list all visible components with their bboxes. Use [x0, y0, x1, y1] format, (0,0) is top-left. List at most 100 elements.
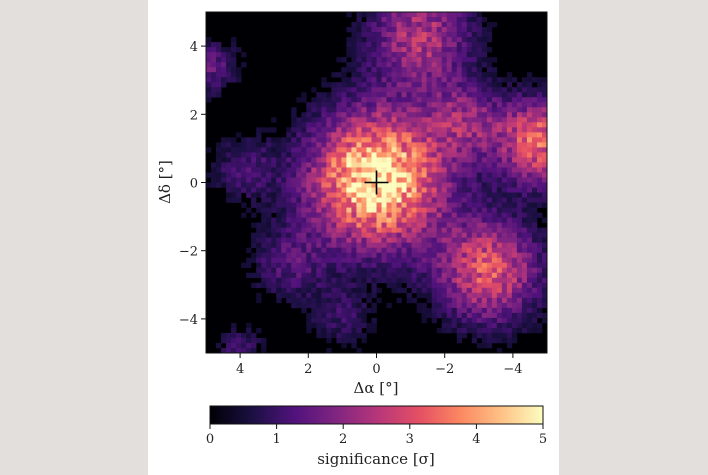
heatmap-cell	[226, 77, 232, 83]
heatmap-cell	[386, 202, 392, 208]
heatmap-cell	[536, 167, 543, 173]
heatmap-cell	[416, 167, 422, 173]
heatmap-cell	[271, 187, 277, 193]
heatmap-cell	[346, 322, 352, 329]
heatmap-cell	[436, 327, 442, 334]
heatmap-cell	[286, 187, 292, 193]
heatmap-cell	[441, 212, 447, 218]
heatmap-cell	[326, 347, 332, 353]
heatmap-cell	[281, 167, 287, 173]
heatmap-cell	[466, 92, 473, 98]
heatmap-cell	[446, 167, 453, 173]
heatmap-cell	[341, 202, 347, 208]
heatmap-cell	[396, 197, 402, 203]
heatmap-cell	[411, 267, 417, 274]
heatmap-cell	[491, 317, 498, 324]
heatmap-cell	[276, 252, 282, 259]
heatmap-cell	[256, 262, 262, 269]
heatmap-cell	[431, 47, 437, 53]
heatmap-cell	[506, 167, 513, 173]
heatmap-cell	[386, 272, 392, 279]
heatmap-cell	[436, 142, 442, 148]
heatmap-cell	[336, 162, 342, 168]
heatmap-cell	[306, 302, 312, 309]
heatmap-cell	[441, 27, 447, 33]
heatmap-cell	[436, 127, 442, 133]
heatmap-cell	[471, 252, 478, 259]
heatmap-cell	[231, 57, 237, 63]
heatmap-cell	[451, 277, 458, 284]
colorbar-tick-label: 0	[206, 432, 214, 447]
heatmap-cell	[431, 92, 437, 98]
heatmap-cell	[316, 127, 322, 133]
heatmap-cell	[321, 192, 327, 198]
heatmap-cell	[376, 57, 382, 63]
heatmap-cell	[496, 347, 503, 353]
heatmap-cell	[451, 82, 458, 88]
heatmap-cell	[451, 312, 458, 319]
heatmap-cell	[386, 47, 392, 53]
heatmap-cell	[346, 337, 352, 344]
heatmap-cell	[266, 192, 272, 198]
heatmap-cell	[471, 282, 478, 289]
heatmap-cell	[376, 297, 382, 304]
heatmap-cell	[476, 22, 483, 28]
heatmap-cell	[386, 107, 392, 113]
heatmap-cell	[311, 152, 317, 158]
heatmap-cell	[281, 142, 287, 148]
heatmap-cell	[276, 177, 282, 183]
heatmap-cell	[391, 237, 397, 243]
heatmap-cell	[386, 42, 392, 48]
heatmap-cell	[536, 287, 543, 294]
heatmap-cell	[481, 302, 488, 309]
heatmap-cell	[366, 182, 372, 188]
heatmap-cell	[361, 32, 367, 38]
heatmap-cell	[351, 147, 357, 153]
heatmap-cell	[486, 227, 493, 233]
heatmap-cell	[251, 337, 257, 344]
heatmap-cell	[486, 112, 493, 118]
heatmap-cell	[481, 327, 488, 334]
heatmap-cell	[396, 47, 402, 53]
heatmap-cell	[426, 237, 432, 243]
heatmap-cell	[391, 122, 397, 128]
heatmap-cell	[491, 247, 498, 253]
heatmap-cell	[376, 87, 382, 93]
heatmap-cell	[451, 257, 458, 264]
heatmap-cell	[416, 127, 422, 133]
heatmap-cell	[301, 237, 307, 243]
heatmap-cell	[371, 262, 377, 269]
heatmap-cell	[326, 172, 332, 178]
heatmap-cell	[351, 87, 357, 93]
heatmap-cell	[361, 237, 367, 243]
heatmap-cell	[411, 67, 417, 73]
heatmap-cell	[471, 152, 478, 158]
heatmap-cell	[516, 102, 523, 108]
heatmap-cell	[301, 127, 307, 133]
heatmap-cell	[331, 307, 337, 314]
heatmap-cell	[481, 87, 488, 93]
heatmap-cell	[476, 42, 483, 48]
heatmap-cell	[261, 177, 267, 183]
heatmap-cell	[446, 287, 453, 294]
heatmap-cell	[366, 62, 372, 68]
heatmap-cell	[396, 72, 402, 78]
heatmap-cell	[511, 192, 518, 198]
heatmap-cell	[306, 327, 312, 334]
heatmap-cell	[301, 177, 307, 183]
heatmap-cell	[516, 282, 523, 289]
heatmap-cell	[536, 82, 543, 88]
heatmap-cell	[371, 172, 377, 178]
heatmap-cell	[411, 132, 417, 138]
heatmap-cell	[496, 322, 503, 329]
heatmap-cell	[536, 187, 543, 193]
heatmap-cell	[516, 172, 523, 178]
heatmap-cell	[331, 252, 337, 259]
heatmap-cell	[361, 147, 367, 153]
heatmap-cell	[436, 137, 442, 143]
heatmap-cell	[496, 272, 503, 279]
heatmap-cell	[356, 27, 362, 33]
heatmap-cell	[506, 292, 513, 299]
heatmap-cell	[266, 127, 272, 133]
heatmap-cell	[441, 282, 447, 289]
